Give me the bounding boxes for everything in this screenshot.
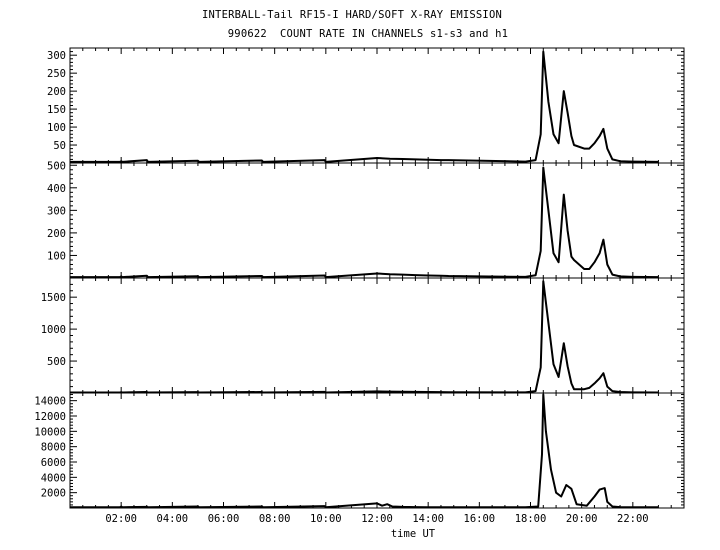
y-tick-label: 300 <box>47 50 66 62</box>
y-tick-label: 6000 <box>41 457 66 469</box>
chart-subtitle: 990622 COUNT RATE IN CHANNELS s1-s3 and … <box>227 28 509 40</box>
y-tick-label: 200 <box>47 228 66 240</box>
panel-frame <box>69 162 685 279</box>
x-axis-label: time UT <box>391 528 436 540</box>
y-tick-label: 1000 <box>41 324 66 336</box>
series-line-s2 <box>70 166 659 279</box>
x-tick-label: 10:00 <box>310 513 342 525</box>
x-tick-label: 08:00 <box>259 513 291 525</box>
y-tick-label: 1500 <box>41 292 66 304</box>
y-tick-label: 100 <box>47 122 66 134</box>
y-tick-label: 300 <box>47 205 66 217</box>
y-tick-label: 12000 <box>34 411 66 423</box>
x-tick-label: 20:00 <box>566 513 598 525</box>
x-tick-label: 16:00 <box>464 513 496 525</box>
series-line-s1 <box>70 50 659 163</box>
x-tick-label: 06:00 <box>208 513 240 525</box>
y-tick-label: 150 <box>47 104 66 116</box>
y-tick-label: 250 <box>47 68 66 80</box>
series-line-s3 <box>70 280 659 394</box>
panel-frame <box>69 277 685 394</box>
x-tick-label: 04:00 <box>157 513 189 525</box>
x-tick-label: 22:00 <box>617 513 649 525</box>
x-tick-label: 02:00 <box>105 513 137 525</box>
y-tick-label: 500 <box>47 356 66 368</box>
y-tick-label: 10000 <box>34 426 66 438</box>
y-tick-label: 500 <box>47 160 66 172</box>
x-tick-label: 14:00 <box>412 513 444 525</box>
y-tick-label: 100 <box>47 250 66 262</box>
x-tick-label: 18:00 <box>515 513 547 525</box>
y-tick-label: 200 <box>47 86 66 98</box>
y-tick-label: 2000 <box>41 488 66 500</box>
y-tick-label: 4000 <box>41 472 66 484</box>
series-line-h1 <box>70 393 659 509</box>
y-tick-label: 14000 <box>34 396 66 408</box>
y-tick-label: 8000 <box>41 442 66 454</box>
y-tick-label: 400 <box>47 183 66 195</box>
chart-title: INTERBALL-Tail RF15-I HARD/SOFT X-RAY EM… <box>202 9 502 21</box>
x-tick-label: 12:00 <box>361 513 393 525</box>
y-tick-label: 50 <box>53 140 66 152</box>
panel-frame <box>69 392 685 509</box>
